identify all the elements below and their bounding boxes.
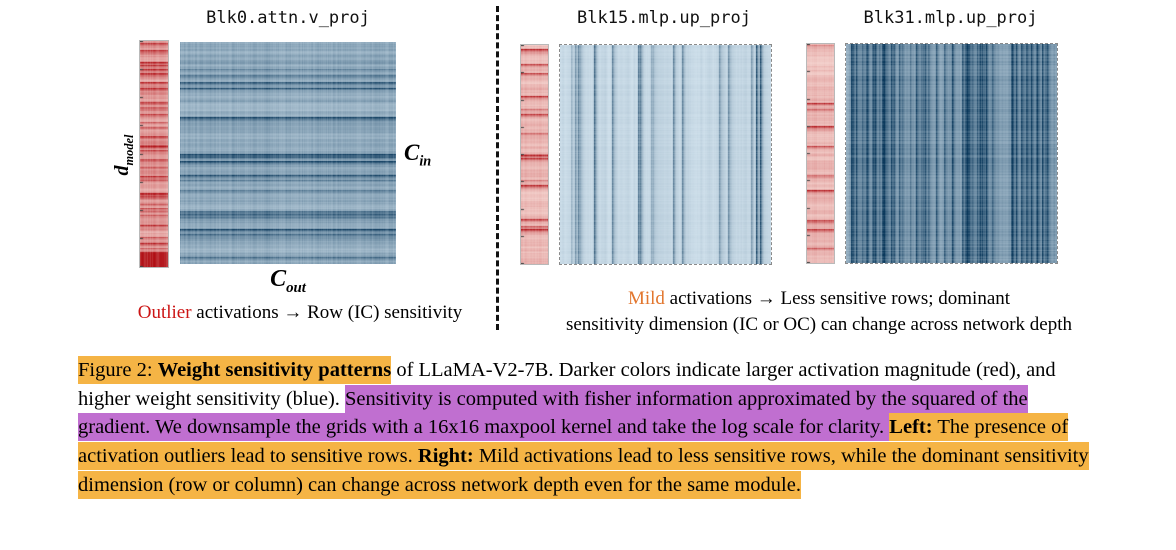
- activation-strip-blk31: [806, 43, 835, 264]
- activation-strip-blk0: [139, 40, 169, 268]
- text-segment: sensitivity dimension (IC or OC) can cha…: [565, 313, 1073, 335]
- text-segment: activations: [664, 288, 757, 309]
- text-segment: Figure 2:: [78, 356, 158, 384]
- dashed-divider: [496, 6, 499, 330]
- c-out-label-main: C: [270, 266, 287, 292]
- d-model-label-main: d: [111, 165, 133, 176]
- sensitivity-heatmap-blk0: [180, 42, 396, 264]
- c-in-label-main: C: [404, 140, 420, 165]
- c-in-label-sub: in: [419, 153, 432, 170]
- text-segment: Right:: [417, 442, 474, 471]
- c-out-axis-label: Cout: [180, 266, 396, 297]
- sensitivity-heatmap-blk15: [559, 44, 772, 265]
- text-segment: →: [283, 302, 303, 323]
- d-model-label-sub: model: [122, 134, 136, 166]
- right-subcaption: Mild activations → Less sensitive rows; …: [505, 286, 1133, 337]
- text-segment: Row (IC) sensitivity: [302, 302, 463, 323]
- sensitivity-heatmap-blk31: [845, 43, 1058, 264]
- text-segment: Left:: [889, 413, 933, 442]
- panel-title-blk15: Blk15.mlp.up_proj: [577, 8, 751, 28]
- text-segment: Less sensitive rows; dominant: [775, 288, 1011, 309]
- left-subcaption: Outlier activations → Row (IC) sensitivi…: [100, 300, 500, 326]
- panel-title-blk0: Blk0.attn.v_proj: [206, 8, 370, 28]
- text-segment: activations: [191, 302, 284, 323]
- activation-strip-blk15: [520, 44, 549, 265]
- text-segment: of LLaMA-V2-7B. Darker colors indicate l…: [78, 359, 1056, 410]
- text-segment: Mild: [627, 288, 665, 309]
- figure-caption: Figure 2: Weight sensitivity patterns of…: [78, 356, 1104, 499]
- c-in-axis-label: Cin: [404, 140, 431, 171]
- text-segment: Outlier: [137, 302, 192, 323]
- text-segment: Weight sensitivity patterns: [157, 356, 392, 384]
- text-segment: →: [756, 288, 776, 309]
- text-segment: We downsample the grids with a 16x16 max…: [155, 413, 890, 442]
- d-model-axis-label: dmodel: [111, 115, 137, 195]
- c-out-label-sub: out: [286, 279, 306, 296]
- panel-title-blk31: Blk31.mlp.up_proj: [863, 8, 1038, 28]
